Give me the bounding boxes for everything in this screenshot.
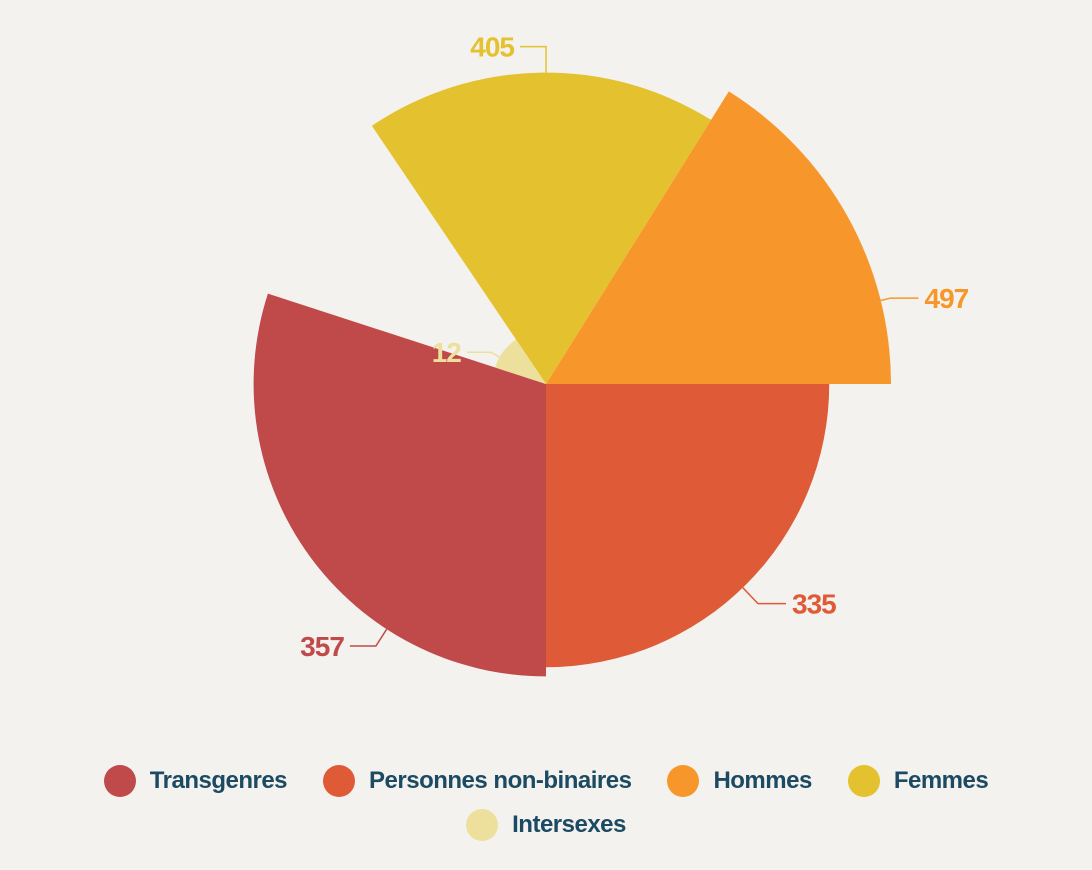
leader-line-hommes	[880, 297, 919, 302]
slice-femmes[interactable]	[371, 72, 712, 384]
legend-item-femmes[interactable]: Femmes	[847, 764, 989, 798]
legend-item-personnes-non-binaires[interactable]: Personnes non-binaires	[323, 764, 632, 798]
legend-item-transgenres[interactable]: Transgenres	[103, 764, 288, 798]
slice-personnes-non-binaires[interactable]	[546, 384, 830, 668]
legend-label: Femmes	[893, 767, 989, 794]
value-label-hommes: 497	[925, 283, 969, 314]
legend-swatch	[667, 765, 700, 797]
legend-item-hommes[interactable]: Hommes	[667, 764, 812, 798]
legend-swatch	[323, 765, 356, 797]
value-label-intersexes: 12	[432, 337, 462, 368]
leader-line-femmes	[520, 45, 547, 73]
value-label-personnes-non-binaires: 335	[792, 589, 836, 620]
legend-label: Transgenres	[149, 767, 288, 794]
legend-item-intersexes[interactable]: Intersexes	[466, 808, 626, 842]
legend-label: Personnes non-binaires	[369, 767, 632, 794]
leader-line-intersexes	[466, 351, 500, 358]
legend-label: Hommes	[713, 767, 812, 794]
slice-hommes[interactable]	[546, 91, 891, 385]
slice-intersexes[interactable]	[495, 339, 546, 384]
legend-label: Intersexes	[512, 811, 626, 838]
legend-swatch	[103, 765, 136, 797]
leader-line-transgenres	[349, 628, 388, 647]
value-label-femmes: 405	[470, 32, 514, 63]
slice-transgenres[interactable]	[253, 293, 546, 677]
leader-line-personnes-non-binaires	[742, 587, 786, 605]
value-label-transgenres: 357	[300, 631, 344, 662]
polar-area-chart: 357 335 497 405 12	[253, 32, 970, 677]
legend-swatch	[466, 809, 499, 841]
legend: Transgenres Personnes non-binaires Hommes F…	[0, 764, 1092, 842]
legend-swatch	[847, 765, 880, 797]
